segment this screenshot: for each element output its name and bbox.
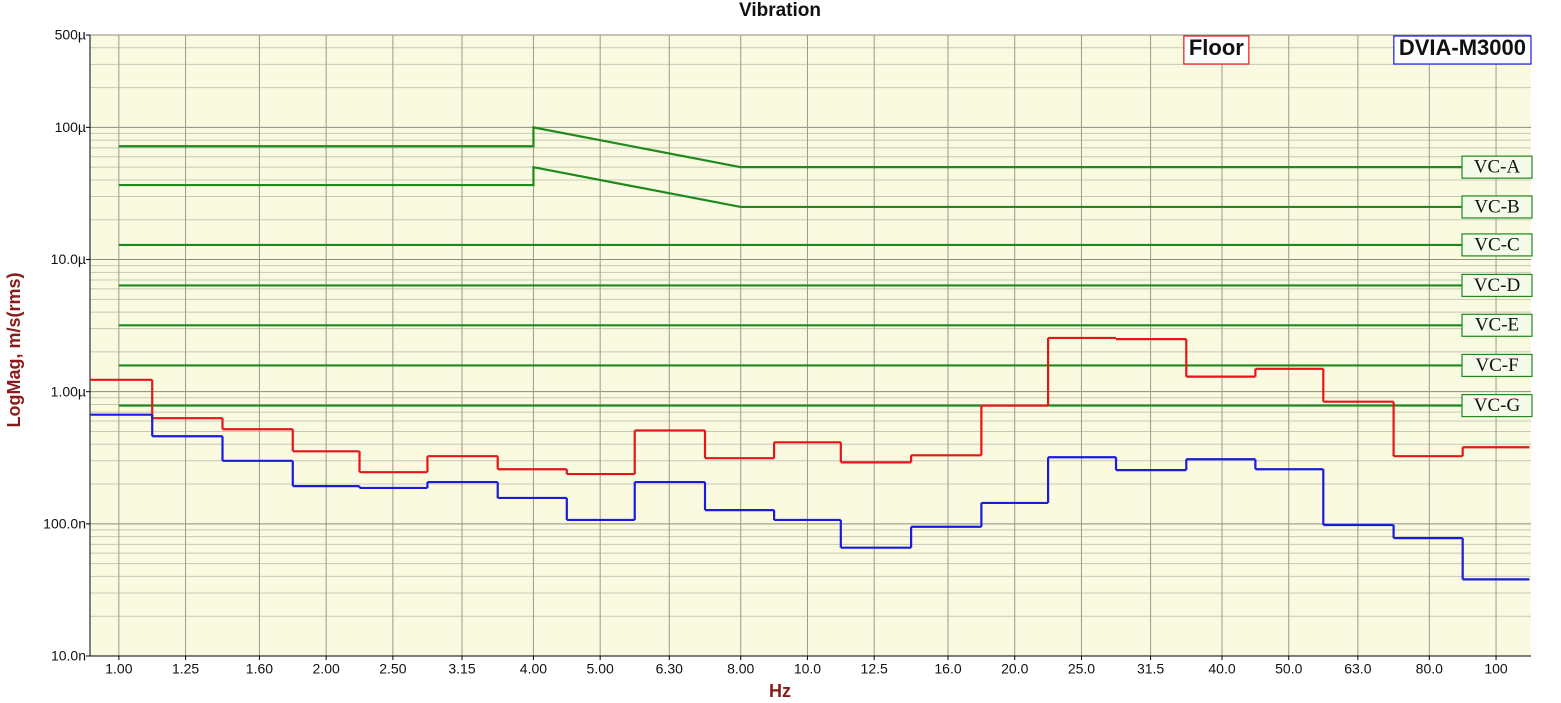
x-tick-label: 40.0 [1208, 661, 1235, 677]
x-tick-label: 2.50 [379, 661, 406, 677]
y-tick-label: 100µ [55, 119, 86, 135]
y-tick-label: 10.0µ [51, 251, 86, 267]
x-axis-label: Hz [769, 681, 791, 701]
x-tick-label: 4.00 [520, 661, 547, 677]
chart-title: Vibration [739, 0, 821, 21]
x-tick-label: 100 [1484, 661, 1508, 677]
criterion-label: VC-C [1474, 234, 1519, 255]
criterion-label-box [1461, 233, 1533, 257]
criterion-label: VC-G [1474, 395, 1521, 416]
y-tick-label: 100.0n [43, 516, 86, 532]
x-tick-label: 31.5 [1137, 661, 1164, 677]
x-tick-label: 2.00 [313, 661, 340, 677]
criterion-line [118, 126, 1497, 169]
x-tick-label: 63.0 [1344, 661, 1371, 677]
legend-label: Floor [1189, 35, 1244, 60]
criterion-label-box [1461, 313, 1533, 337]
criterion-line [118, 165, 1497, 209]
x-tick-label: 50.0 [1275, 661, 1302, 677]
x-tick-label: 8.00 [727, 661, 754, 677]
plot-area [90, 35, 1531, 656]
criterion-label: VC-B [1474, 196, 1519, 217]
criterion-label: VC-D [1474, 275, 1520, 296]
criterion-label-box [1461, 273, 1533, 298]
legend-box [1183, 35, 1250, 65]
x-tick-label: 1.00 [105, 661, 132, 677]
y-tick-label: 10.0n [51, 648, 86, 664]
legend-box [1393, 35, 1532, 65]
y-axis-label: LogMag, m/s(rms) [4, 272, 24, 427]
x-tick-label: 80.0 [1416, 661, 1443, 677]
y-tick-label: 1.00µ [51, 383, 86, 399]
x-tick-label: 1.60 [246, 661, 273, 677]
legend-label: DVIA-M3000 [1399, 35, 1526, 60]
x-tick-label: 1.25 [172, 661, 199, 677]
criterion-label-box [1461, 353, 1533, 378]
x-tick-label: 12.5 [861, 661, 888, 677]
y-tick-label: 500µ [55, 27, 86, 43]
criterion-label: VC-F [1475, 355, 1518, 376]
x-tick-label: 25.0 [1068, 661, 1095, 677]
x-tick-label: 3.15 [448, 661, 475, 677]
criterion-label-box [1461, 393, 1533, 418]
criterion-label: VC-E [1475, 315, 1519, 336]
criterion-label-box [1461, 195, 1533, 219]
x-tick-label: 10.0 [794, 661, 821, 677]
criterion-label-box [1461, 155, 1533, 179]
x-tick-label: 16.0 [934, 661, 961, 677]
criterion-label: VC-A [1474, 157, 1521, 178]
x-tick-label: 20.0 [1001, 661, 1028, 677]
x-tick-label: 5.00 [587, 661, 614, 677]
x-tick-label: 6.30 [656, 661, 683, 677]
